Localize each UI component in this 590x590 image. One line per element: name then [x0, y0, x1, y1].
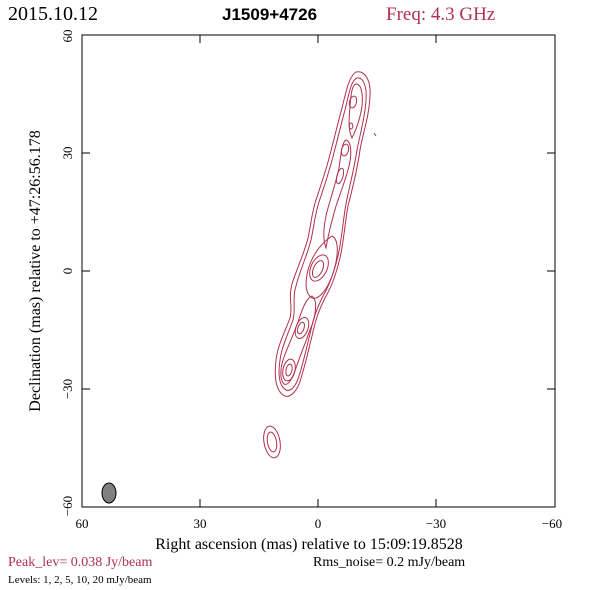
knot-core-outer	[309, 254, 329, 282]
x-tick-label: 60	[76, 516, 89, 531]
plot-frame	[81, 34, 556, 508]
contour-levels: Levels: 1, 2, 5, 10, 20 mJy/beam	[8, 574, 152, 586]
detached-component-inner	[266, 431, 278, 453]
observation-date: 2015.10.12	[8, 3, 98, 25]
jet-contour-outer	[274, 71, 371, 397]
knot-mid-outer	[294, 316, 310, 340]
x-tick-labels: 60 30 0 −30 −60	[76, 516, 563, 531]
knot-mid-inner	[297, 321, 305, 335]
jet-contour-level3-mid	[323, 139, 352, 250]
y-tick-label: −30	[60, 379, 75, 399]
x-tick-label: −60	[542, 516, 562, 531]
knot-top	[348, 95, 358, 109]
y-tick-label: 60	[60, 30, 75, 43]
knot-low-outer	[282, 358, 296, 382]
contour-map	[263, 71, 377, 459]
knot-core-inner	[311, 260, 325, 278]
knot-low-inner	[285, 363, 293, 377]
knot-upper	[340, 143, 350, 157]
x-tick-label: 0	[315, 516, 322, 531]
y-tick-labels: 60 30 0 −30 −60	[60, 30, 75, 517]
jet-contour-level3-upper	[348, 83, 363, 140]
detached-component-outer	[263, 425, 281, 459]
jet-contour-level2	[278, 77, 367, 391]
rms-noise: Rms_noise= 0.2 mJy/beam	[313, 555, 465, 570]
knot-upper-b	[335, 167, 345, 185]
source-name: J1509+4726	[222, 5, 317, 24]
frequency-label: Freq: 4.3 GHz	[386, 4, 495, 25]
x-tick-label: 30	[194, 516, 207, 531]
y-axis-label: Declination (mas) relative to +47:26:56.…	[27, 130, 44, 411]
tick-marks	[82, 35, 555, 507]
peak-level: Peak_lev= 0.038 Jy/beam	[8, 555, 152, 570]
x-tick-label: −30	[426, 516, 446, 531]
knot-small	[348, 122, 354, 130]
y-tick-label: 0	[60, 268, 75, 275]
noise-blip	[373, 132, 377, 137]
beam-ellipse	[101, 482, 117, 504]
y-tick-label: 30	[60, 147, 75, 160]
y-tick-label: −60	[60, 496, 75, 516]
x-axis-label: Right ascension (mas) relative to 15:09:…	[155, 536, 463, 553]
jet-contour-level3-core	[305, 235, 338, 299]
